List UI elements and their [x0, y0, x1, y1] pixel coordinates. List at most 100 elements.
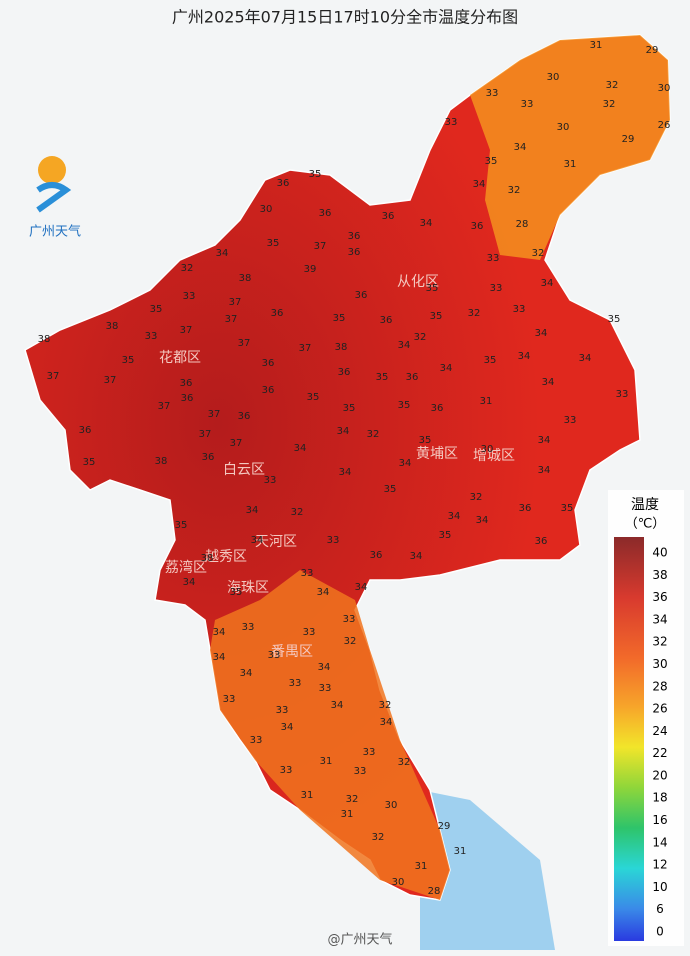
temperature-label: 37	[225, 314, 238, 325]
temperature-label: 34	[399, 458, 412, 469]
temperature-label: 33	[250, 735, 263, 746]
temperature-label: 33	[301, 568, 314, 579]
temperature-label: 34	[514, 142, 527, 153]
district-label: 增城区	[473, 448, 515, 464]
temperature-label: 37	[104, 375, 117, 386]
temperature-label: 34	[476, 515, 489, 526]
temperature-label: 38	[335, 342, 348, 353]
temperature-label: 32	[344, 636, 357, 647]
temperature-label: 32	[291, 507, 304, 518]
temperature-label: 31	[301, 790, 314, 801]
temperature-label: 35	[230, 587, 243, 598]
temperature-label: 36	[180, 378, 193, 389]
temperature-label: 33	[303, 627, 316, 638]
district-label: 荔湾区	[165, 559, 207, 576]
temperature-label: 37	[47, 371, 60, 382]
legend-tick-label: 40	[652, 546, 667, 560]
temperature-label: 37	[229, 297, 242, 308]
temperature-label: 36	[262, 385, 275, 396]
temperature-label: 34	[542, 377, 555, 388]
temperature-label: 34	[448, 511, 461, 522]
district-label: 白云区	[223, 462, 265, 478]
district-label: 花都区	[159, 350, 201, 366]
temperature-label: 35	[561, 503, 574, 514]
watermark: @广州天气	[327, 932, 392, 948]
district-label: 海珠区	[227, 580, 269, 596]
temperature-label: 29	[438, 821, 451, 832]
temperature-label: 35	[430, 311, 443, 322]
temperature-label: 32	[181, 263, 194, 274]
temperature-label: 33	[289, 678, 302, 689]
legend: 温度 （℃） 40 38 36 34 32 30 28 26 24 22 20 18 16 14 12 10 6…	[608, 490, 684, 946]
temperature-label: 38	[201, 553, 214, 564]
temperature-label: 36	[370, 550, 383, 561]
district-label: 越秀区	[205, 549, 247, 565]
warm-zone-north	[470, 35, 670, 260]
temperature-label: 36	[382, 211, 395, 222]
temperature-label: 30	[557, 122, 570, 133]
temperature-label: 34	[535, 328, 548, 339]
temperature-label: 35	[307, 392, 320, 403]
legend-tick-label: 38	[652, 568, 667, 582]
temperature-label: 30	[385, 800, 398, 811]
temperature-label: 33	[343, 614, 356, 625]
temperature-label: 30	[547, 72, 560, 83]
temperature-label: 31	[590, 40, 603, 51]
legend-tick-label: 12	[652, 858, 667, 872]
temperature-label: 33	[242, 622, 255, 633]
temperature-label: 32	[603, 99, 616, 110]
temperature-label: 37	[314, 241, 327, 252]
temperature-label: 36	[238, 411, 251, 422]
temperature-label: 33	[319, 683, 332, 694]
temperature-label: 35	[398, 400, 411, 411]
temperature-label: 32	[346, 794, 359, 805]
temperature-label: 34	[294, 443, 307, 454]
legend-tick-label: 0	[656, 925, 664, 939]
temperature-label: 36	[380, 315, 393, 326]
temperature-label: 34	[183, 577, 196, 588]
temperature-label: 30	[260, 204, 273, 215]
temperature-label: 33	[490, 283, 503, 294]
temperature-label: 34	[355, 582, 368, 593]
temperature-label: 35	[384, 484, 397, 495]
temperature-label: 36	[348, 231, 361, 242]
temperature-label: 36	[202, 452, 215, 463]
temperature-label: 32	[398, 757, 411, 768]
temperature-label: 33	[513, 304, 526, 315]
temperature-label: 33	[327, 535, 340, 546]
temperature-label: 33	[354, 766, 367, 777]
temperature-label: 38	[239, 273, 252, 284]
temperature-label: 35	[485, 156, 498, 167]
temperature-label: 35	[175, 520, 188, 531]
temperature-label: 26	[658, 120, 671, 131]
temperature-label: 34	[339, 467, 352, 478]
temperature-label: 32	[414, 332, 427, 343]
temperature-label: 36	[535, 536, 548, 547]
temperature-label: 28	[516, 219, 529, 230]
temperature-label: 28	[428, 886, 441, 897]
temperature-label: 36	[271, 308, 284, 319]
temperature-label: 35	[343, 403, 356, 414]
temperature-label: 36	[338, 367, 351, 378]
legend-tick-label: 24	[652, 724, 667, 738]
temperature-label: 33	[280, 765, 293, 776]
temperature-label: 29	[622, 134, 635, 145]
legend-tick-label: 22	[652, 746, 667, 760]
temperature-label: 38	[155, 456, 168, 467]
temperature-label: 32	[379, 700, 392, 711]
temperature-label: 37	[299, 343, 312, 354]
warm-zone-south	[210, 570, 450, 900]
temperature-label: 36	[79, 425, 92, 436]
temperature-label: 33	[145, 331, 158, 342]
temperature-label: 32	[606, 80, 619, 91]
legend-unit: （℃）	[625, 517, 666, 532]
temperature-label: 33	[616, 389, 629, 400]
temperature-label: 34	[317, 587, 330, 598]
temperature-label: 34	[518, 351, 531, 362]
legend-tick-label: 30	[652, 657, 667, 671]
temperature-label: 34	[240, 668, 253, 679]
district-label: 番禺区	[271, 644, 313, 660]
temperature-label: 39	[304, 264, 317, 275]
temperature-label: 32	[468, 308, 481, 319]
